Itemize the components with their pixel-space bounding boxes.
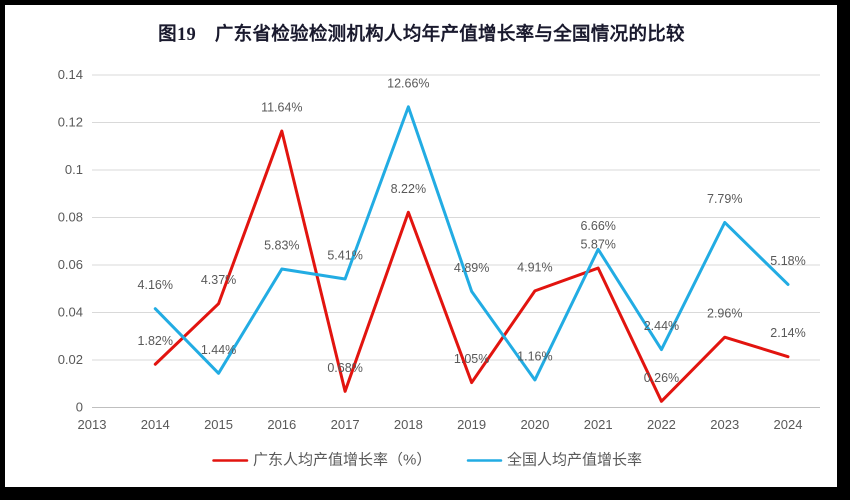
svg-text:2015: 2015 <box>204 417 233 432</box>
svg-text:4.91%: 4.91% <box>517 260 552 274</box>
svg-text:0.26%: 0.26% <box>644 371 679 385</box>
svg-text:7.79%: 7.79% <box>707 192 742 206</box>
svg-text:8.22%: 8.22% <box>391 182 426 196</box>
svg-text:2019: 2019 <box>457 417 486 432</box>
svg-text:2014: 2014 <box>141 417 170 432</box>
svg-text:2024: 2024 <box>774 417 803 432</box>
svg-text:0.12: 0.12 <box>58 115 83 130</box>
svg-text:5.87%: 5.87% <box>580 238 615 252</box>
svg-text:11.64%: 11.64% <box>261 101 302 115</box>
svg-text:2022: 2022 <box>647 417 676 432</box>
svg-text:2017: 2017 <box>331 417 360 432</box>
svg-text:广东人均产值增长率（%）: 广东人均产值增长率（%） <box>253 452 431 469</box>
svg-text:2020: 2020 <box>520 417 549 432</box>
svg-text:0.14: 0.14 <box>58 67 83 82</box>
svg-text:0.08: 0.08 <box>58 210 83 225</box>
svg-text:4.37%: 4.37% <box>201 273 236 287</box>
svg-text:6.66%: 6.66% <box>580 219 615 233</box>
svg-text:1.82%: 1.82% <box>138 334 173 348</box>
svg-text:0.1: 0.1 <box>65 162 83 177</box>
svg-text:0: 0 <box>76 400 83 415</box>
svg-text:4.16%: 4.16% <box>138 278 173 292</box>
svg-text:12.66%: 12.66% <box>387 76 429 90</box>
svg-text:全国人均产值增长率: 全国人均产值增长率 <box>507 451 642 469</box>
svg-text:5.83%: 5.83% <box>264 239 299 253</box>
svg-text:5.18%: 5.18% <box>770 254 805 268</box>
svg-text:2.14%: 2.14% <box>770 326 805 340</box>
svg-text:2.44%: 2.44% <box>644 319 679 333</box>
svg-text:4.89%: 4.89% <box>454 261 489 275</box>
svg-text:1.44%: 1.44% <box>201 343 236 357</box>
svg-text:2016: 2016 <box>267 417 296 432</box>
svg-text:0.02: 0.02 <box>58 352 83 367</box>
svg-text:1.16%: 1.16% <box>517 349 552 363</box>
svg-text:1.05%: 1.05% <box>454 352 489 366</box>
svg-text:2.96%: 2.96% <box>707 307 742 321</box>
svg-text:2013: 2013 <box>78 417 107 432</box>
svg-text:2023: 2023 <box>710 417 739 432</box>
svg-text:5.41%: 5.41% <box>327 249 362 263</box>
svg-text:2018: 2018 <box>394 417 423 432</box>
svg-text:0.06: 0.06 <box>58 257 83 272</box>
svg-text:0.68%: 0.68% <box>327 361 362 375</box>
svg-text:2021: 2021 <box>584 417 613 432</box>
svg-text:0.04: 0.04 <box>58 305 83 320</box>
